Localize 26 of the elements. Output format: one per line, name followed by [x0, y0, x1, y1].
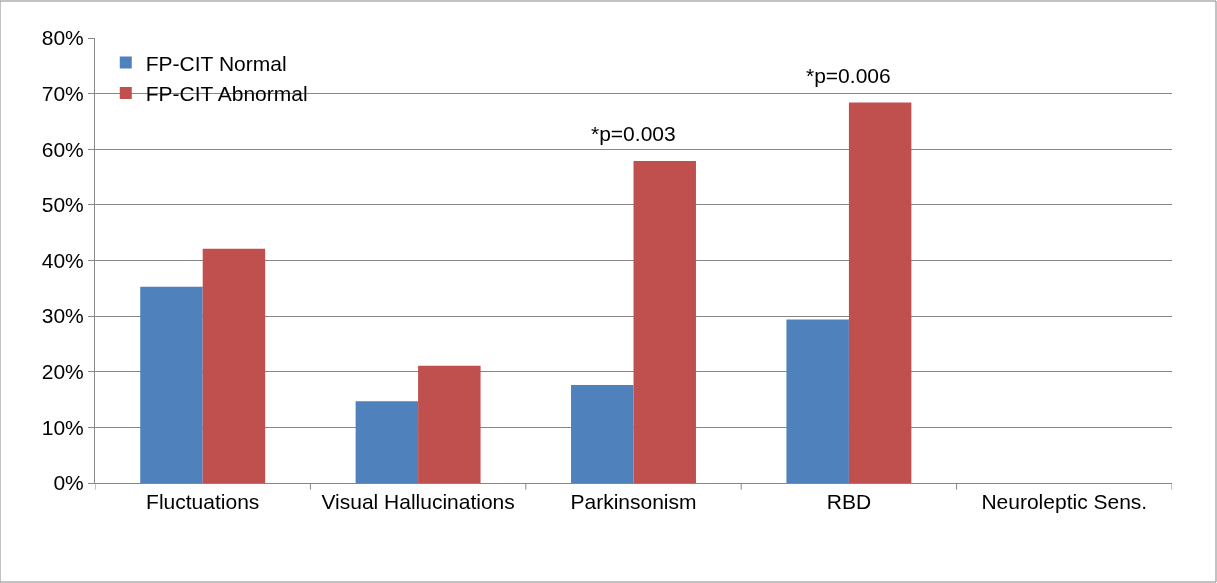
y-tick-label: 50% [41, 193, 84, 217]
legend-label: FP-CIT Abnormal [145, 82, 308, 106]
x-tick-label: Neuroleptic Sens. [981, 490, 1148, 514]
x-tick-label: RBD [826, 490, 872, 514]
x-tick-label: Fluctuations [146, 490, 260, 514]
bar [140, 286, 203, 483]
y-tick-label: 0% [53, 471, 84, 495]
annotation: *p=0.003 [591, 122, 676, 145]
bar [633, 160, 696, 483]
bar [355, 401, 419, 483]
bar [786, 319, 849, 483]
x-tick-label: Visual Hallucinations [321, 490, 515, 514]
bar [571, 385, 634, 483]
y-tick-label: 10% [41, 415, 84, 439]
legend-label: FP-CIT Normal [145, 51, 287, 75]
y-tick-label: 30% [41, 304, 84, 328]
y-tick-label: 60% [41, 137, 84, 161]
y-tick-label: 80% [41, 26, 84, 50]
y-tick-label: 20% [41, 360, 84, 384]
bar [418, 365, 481, 483]
y-tick-label: 70% [41, 81, 84, 105]
annotation: *p=0.006 [806, 64, 891, 87]
y-tick-label: 40% [41, 248, 84, 272]
x-tick-label: Parkinsonism [570, 490, 697, 514]
bar [202, 248, 266, 483]
bar [848, 102, 912, 483]
